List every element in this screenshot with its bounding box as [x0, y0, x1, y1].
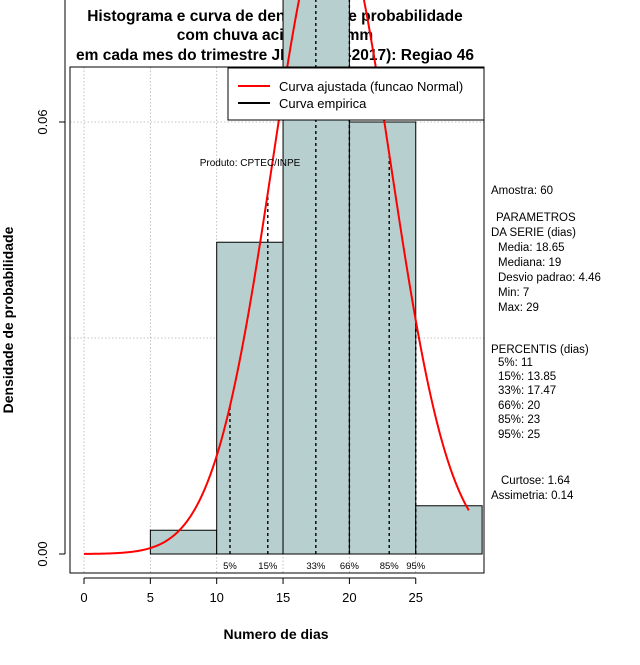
legend-label-fit: Curva ajustada (funcao Normal) — [279, 79, 463, 94]
stat-amostra: Amostra: 60 — [491, 185, 553, 197]
parametros-title-1: PARAMETROS — [496, 212, 576, 224]
histogram-bar-3 — [348, 121, 417, 555]
y-axis-label: Densidade de probabilidade — [0, 226, 16, 413]
x-tick-label-2: 10 — [209, 590, 223, 605]
percentis-title: PERCENTIS (dias) — [491, 344, 589, 356]
histogram-bar-1 — [216, 241, 284, 555]
stat-p33: 33%: 17.47 — [498, 385, 556, 397]
stat-assimetria: Assimetria: 0.14 — [491, 490, 574, 502]
chart-title-line-1: Histograma e curva de densidade de proba… — [87, 8, 463, 25]
parametros-title-2: DA SERIE (dias) — [491, 227, 576, 239]
percentile-label-3: 66% — [340, 561, 360, 572]
stats-panel: Amostra: 60 PARAMETROS DA SERIE (dias) M… — [491, 185, 601, 502]
stat-p95: 95%: 25 — [498, 429, 540, 441]
percentile-labels: 5% 15% 33% 66% 85% 95% — [223, 561, 426, 572]
chart-title-line-3: em cada mes do trimestre JFM (1998-2017)… — [76, 47, 474, 64]
stat-max: Max: 29 — [498, 302, 539, 314]
stat-desvio: Desvio padrao: 4.46 — [498, 272, 601, 284]
normal-fit-curve — [83, 0, 470, 555]
legend-box — [227, 67, 485, 121]
stat-curtose: Curtose: 1.64 — [501, 475, 571, 487]
stat-mediana: Mediana: 19 — [498, 257, 561, 269]
legend: Curva ajustada (funcao Normal) Curva emp… — [227, 67, 485, 121]
x-tick-label-3: 15 — [276, 590, 290, 605]
x-tick-label-5: 25 — [409, 590, 423, 605]
stat-p5: 5%: 11 — [498, 357, 533, 369]
stat-min: Min: 7 — [498, 287, 529, 299]
percentile-label-0: 5% — [223, 561, 237, 572]
x-axis: 0 5 10 15 20 25 — [80, 577, 423, 605]
percentile-label-5: 95% — [406, 561, 426, 572]
stat-p85: 85%: 23 — [498, 414, 540, 426]
y-axis: 0.000.060.12 — [35, 0, 66, 567]
y-tick-label-0: 0.00 — [35, 541, 50, 566]
product-label: Produto: CPTEC/INPE — [200, 158, 301, 169]
percentile-label-2: 33% — [306, 561, 326, 572]
histogram-bar-4 — [415, 505, 483, 555]
stat-p66: 66%: 20 — [498, 400, 540, 412]
percentile-label-1: 15% — [258, 561, 278, 572]
stat-p15: 15%: 13.85 — [498, 371, 556, 383]
histogram-bar-0 — [149, 529, 218, 555]
x-tick-label-1: 5 — [147, 590, 154, 605]
plot-frame — [69, 66, 485, 574]
x-axis-label: Numero de dias — [223, 626, 328, 642]
legend-label-empirical: Curva empirica — [279, 96, 367, 111]
x-tick-label-4: 20 — [342, 590, 356, 605]
y-tick-label-1: 0.06 — [35, 109, 50, 134]
x-tick-label-0: 0 — [80, 590, 87, 605]
percentile-label-4: 85% — [380, 561, 400, 572]
percentile-lines — [229, 0, 417, 554]
stat-media: Media: 18.65 — [498, 242, 565, 254]
